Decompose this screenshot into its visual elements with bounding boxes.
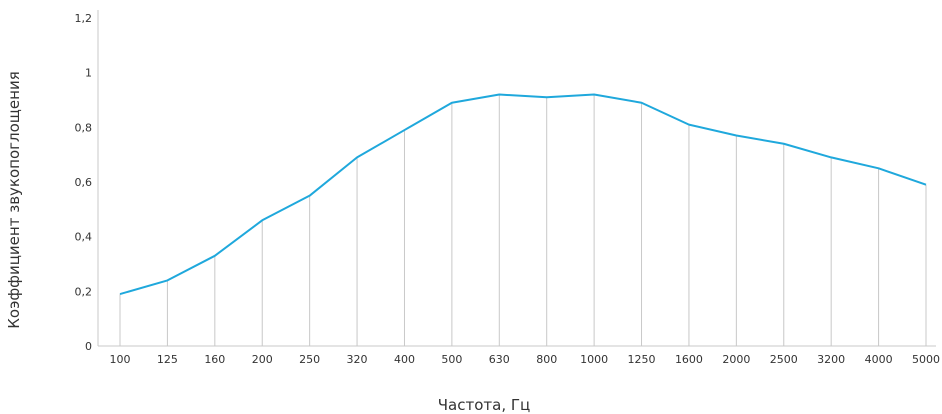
x-tick-label: 160 xyxy=(204,353,225,366)
y-tick-label: 0,6 xyxy=(75,176,93,189)
x-tick-label: 2000 xyxy=(722,353,750,366)
y-tick-label: 0,8 xyxy=(75,121,93,134)
x-tick-label: 4000 xyxy=(865,353,893,366)
y-tick-label: 1,2 xyxy=(75,12,93,25)
x-tick-label: 320 xyxy=(347,353,368,366)
drop-lines xyxy=(119,94,927,346)
x-tick-label: 1250 xyxy=(628,353,656,366)
y-tick-label: 0,2 xyxy=(75,285,93,298)
x-tick-label: 400 xyxy=(394,353,415,366)
x-tick-label: 630 xyxy=(489,353,510,366)
x-tick-labels: 100 125 160 200 250 320 400 500 630 800 1000 1250 16… xyxy=(110,353,941,366)
x-axis-title: Частота, Гц xyxy=(438,396,530,414)
y-tick-label: 0,4 xyxy=(75,231,93,244)
y-tick-label: 1 xyxy=(85,67,92,80)
y-tick-labels: 0 0,2 0,4 0,6 0,8 1 1,2 xyxy=(75,12,93,353)
x-tick-label: 125 xyxy=(157,353,178,366)
x-tick-label: 250 xyxy=(299,353,320,366)
x-tick-label: 800 xyxy=(536,353,557,366)
y-tick-label: 0 xyxy=(85,340,92,353)
x-tick-label: 500 xyxy=(441,353,462,366)
x-tick-label: 5000 xyxy=(912,353,940,366)
y-axis-title: Коэффициент звукопоглощения xyxy=(5,71,23,328)
x-tick-label: 100 xyxy=(110,353,131,366)
x-tick-label: 3200 xyxy=(817,353,845,366)
x-tick-label: 2500 xyxy=(770,353,798,366)
x-tick-label: 200 xyxy=(252,353,273,366)
x-tick-label: 1600 xyxy=(675,353,703,366)
series-line xyxy=(119,93,927,296)
x-tick-label: 1000 xyxy=(580,353,608,366)
